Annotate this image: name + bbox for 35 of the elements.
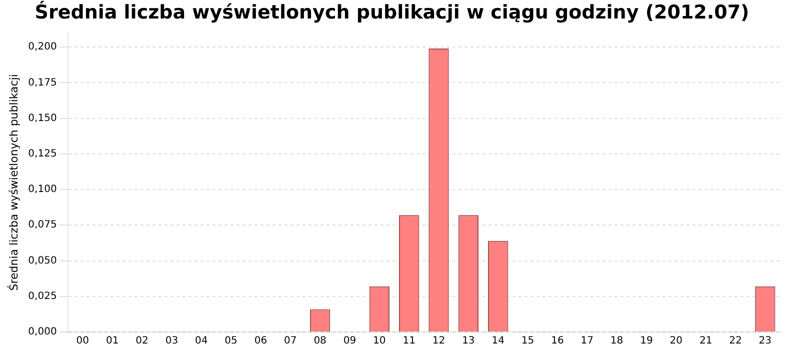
- x-tick-label: 01: [106, 336, 119, 347]
- x-tick-label: 03: [165, 336, 178, 347]
- x-tick-label: 00: [76, 336, 90, 347]
- x-tick-label: 19: [640, 336, 653, 347]
- x-tick-label: 15: [521, 336, 534, 347]
- y-tick-label: 0,200: [28, 42, 57, 53]
- x-tick-label: 09: [343, 336, 356, 347]
- x-tick-label: 21: [699, 336, 712, 347]
- y-tick-label: 0,100: [28, 184, 57, 196]
- y-tick-label: 0,075: [28, 220, 57, 231]
- chart-title: Średnia liczba wyświetlonych publikacji w ciągu godziny (2012.07): [34, 0, 750, 24]
- y-tick-label: 0,050: [28, 255, 57, 266]
- x-tick-label: 16: [551, 336, 564, 347]
- y-tick-label: 0,025: [28, 290, 57, 302]
- y-tick-label: 0,175: [28, 77, 57, 88]
- x-tick-label: 07: [284, 336, 297, 347]
- x-tick-label: 22: [729, 336, 742, 347]
- x-tick-label: 14: [492, 336, 504, 347]
- x-tick-label: 13: [462, 336, 475, 347]
- x-tick-label: 18: [610, 336, 624, 347]
- y-tick-label: 0,125: [28, 148, 57, 160]
- x-tick-label: 04: [194, 336, 208, 347]
- x-tick-label: 23: [758, 336, 772, 347]
- y-tick-label: 0,000: [28, 326, 57, 338]
- x-tick-label: 06: [254, 336, 268, 347]
- y-axis-title: Średnia liczba wyświetlonych publikacji: [6, 74, 20, 291]
- x-tick-label: 05: [224, 336, 238, 347]
- y-tick-label: 0,150: [28, 112, 57, 124]
- x-tick-label: 12: [432, 336, 446, 347]
- x-tick-label: 20: [670, 336, 683, 347]
- x-tick-label: 08: [314, 336, 326, 347]
- x-tick-label: 17: [580, 336, 594, 347]
- x-tick-label: 11: [402, 336, 416, 347]
- x-tick-label: 02: [136, 336, 148, 347]
- x-tick-label: 10: [373, 336, 386, 347]
